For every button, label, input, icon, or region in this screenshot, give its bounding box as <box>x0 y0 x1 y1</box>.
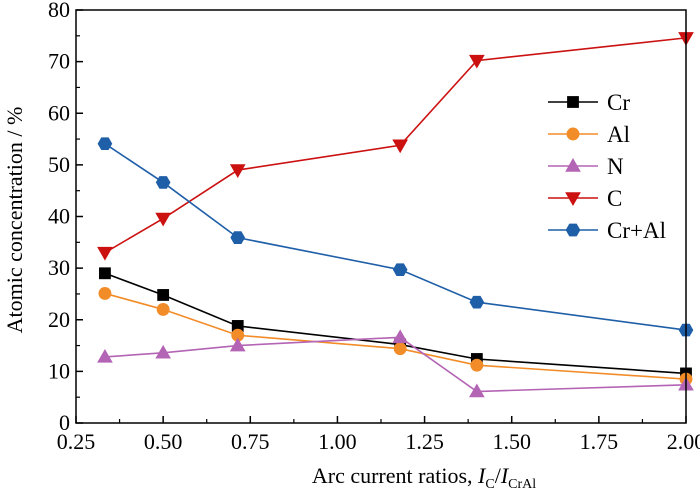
legend-marker <box>565 158 581 172</box>
x-axis-title-slash: / <box>495 463 502 488</box>
data-point-al <box>98 286 112 300</box>
series-c <box>97 32 694 261</box>
y-tick-label: 40 <box>48 204 70 229</box>
y-tick-label: 30 <box>48 255 70 280</box>
legend-marker <box>565 192 581 206</box>
data-point-n <box>469 383 485 398</box>
legend-item-cr-al: Cr+Al <box>548 218 666 243</box>
legend: Cr Al NC Cr+Al <box>548 90 666 243</box>
data-point-n <box>392 329 409 344</box>
data-point-cr-al <box>469 295 485 309</box>
series-group <box>97 32 694 398</box>
y-tick-label: 0 <box>59 410 70 435</box>
data-point-n <box>155 344 171 359</box>
x-axis-title-sub2: CrAl <box>508 477 536 492</box>
series-line-c <box>104 37 687 254</box>
y-axis-title: Atomic concentration / % <box>2 107 27 334</box>
y-tick-label: 60 <box>48 100 70 125</box>
series-line-cr <box>104 272 687 375</box>
series-n <box>97 329 694 398</box>
legend-label: Cr <box>607 90 630 115</box>
legend-item-al: Al <box>548 122 630 147</box>
data-point-c <box>229 164 246 178</box>
legend-marker <box>567 96 579 108</box>
data-point-c <box>155 212 171 227</box>
series-line-cr-al <box>104 143 687 331</box>
data-point-cr-al <box>97 137 113 151</box>
x-tick-label: 0.50 <box>144 429 183 454</box>
x-axis-title-sub1: C <box>485 477 494 492</box>
x-tick-label: 1.00 <box>318 429 357 454</box>
plot-frame <box>75 9 687 424</box>
legend-item-c: C <box>548 186 622 211</box>
data-point-c <box>469 54 485 69</box>
x-tick-label: 0.25 <box>57 429 96 454</box>
data-point-al <box>393 342 407 356</box>
legend-marker <box>565 223 581 237</box>
data-point-al <box>470 358 484 372</box>
x-tick-label: 0.75 <box>231 429 270 454</box>
series-cr-al <box>97 137 694 337</box>
data-point-c <box>392 139 409 154</box>
series-line-n <box>104 336 687 393</box>
y-tick-label: 10 <box>48 358 70 383</box>
legend-item-cr: Cr <box>548 90 630 115</box>
x-axis-title-main: Arc current ratios, <box>312 463 478 488</box>
legend-label: N <box>607 154 624 179</box>
data-point-cr-al <box>230 231 246 245</box>
legend-label: Cr+Al <box>607 218 666 243</box>
x-tick-label: 1.75 <box>580 429 619 454</box>
data-point-al <box>156 302 170 316</box>
axis-ticks: 0.25 0.50 0.75 1.00 1.25 1.50 1.75 2.00 0 10 20 30 4… <box>48 0 700 454</box>
y-tick-label: 70 <box>48 49 70 74</box>
legend-label: C <box>607 186 622 211</box>
x-tick-label: 1.50 <box>492 429 531 454</box>
data-point-n <box>229 337 246 352</box>
x-tick-label: 1.25 <box>405 429 444 454</box>
x-axis-title-i2: I <box>500 463 510 488</box>
series-al <box>98 286 693 386</box>
x-axis-title: Arc current ratios, IC/ICrAl <box>312 463 536 492</box>
x-axis-title-i1: I <box>477 463 487 488</box>
legend-label: Al <box>607 122 630 147</box>
data-point-cr <box>99 267 111 280</box>
legend-marker <box>566 127 580 141</box>
legend-item-n: N <box>548 154 624 179</box>
data-point-c <box>97 246 113 261</box>
data-point-n <box>97 348 113 363</box>
y-tick-label: 20 <box>48 307 70 332</box>
data-point-cr-al <box>392 263 408 277</box>
series-cr <box>99 267 692 380</box>
y-tick-label: 50 <box>48 152 70 177</box>
y-tick-label: 80 <box>48 0 70 22</box>
x-tick-label: 2.00 <box>667 429 700 454</box>
data-point-cr-al <box>155 176 171 189</box>
data-point-cr <box>157 289 170 301</box>
